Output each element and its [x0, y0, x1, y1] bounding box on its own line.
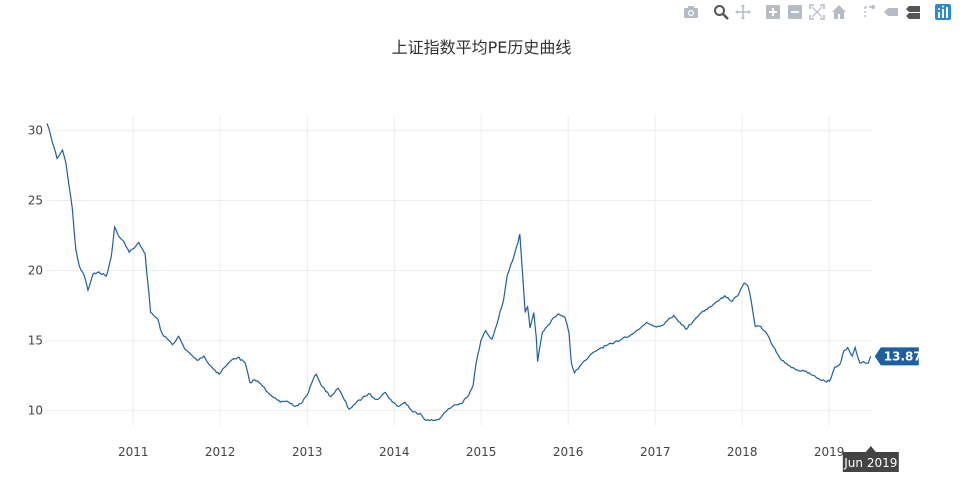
x-tick-label: 2012	[205, 445, 236, 459]
y-tick-label: 15	[28, 334, 43, 348]
x-tick-label: 2018	[727, 445, 758, 459]
y-tick-label: 20	[28, 264, 43, 278]
x-tick-label: 2015	[466, 445, 497, 459]
reset-axes-icon[interactable]	[829, 2, 849, 22]
pe-series-line[interactable]	[46, 123, 872, 422]
hover-x-label: Jun 2019	[842, 446, 899, 472]
x-tick-label: 2014	[379, 445, 410, 459]
grid-lines	[47, 115, 872, 426]
x-tick-label: 2011	[118, 445, 149, 459]
zoom-in-icon[interactable]	[763, 2, 783, 22]
modebar-group-hover	[859, 2, 923, 22]
plotly-logo-icon[interactable]	[933, 2, 953, 22]
zoom-out-icon[interactable]	[785, 2, 805, 22]
x-axis: 2011 2012 2013 2014 2015 2016 2017 2018 2019	[118, 445, 844, 459]
x-tick-label: 2019	[814, 445, 845, 459]
modebar-group-zoom	[763, 2, 849, 22]
camera-icon[interactable]	[681, 2, 701, 22]
y-tick-label: 25	[28, 193, 43, 207]
y-axis: 10 15 20 25 30	[28, 123, 43, 417]
chart-title: 上证指数平均PE历史曲线	[391, 38, 572, 57]
hover-value-text: 13.87	[884, 349, 922, 363]
modebar-group-export	[681, 2, 701, 22]
x-tick-label: 2016	[553, 445, 584, 459]
modebar-group-logo	[933, 2, 953, 22]
x-tick-label: 2013	[292, 445, 323, 459]
modebar	[675, 2, 953, 22]
y-tick-label: 30	[28, 123, 43, 137]
y-tick-label: 10	[28, 404, 43, 418]
modebar-group-drag	[711, 2, 753, 22]
hover-value-label: 13.87	[874, 347, 922, 366]
spike-lines-icon[interactable]	[859, 2, 879, 22]
hover-x-text: Jun 2019	[843, 456, 897, 470]
x-tick-label: 2017	[640, 445, 671, 459]
zoom-icon[interactable]	[711, 2, 731, 22]
pan-icon[interactable]	[733, 2, 753, 22]
hover-compare-icon[interactable]	[903, 2, 923, 22]
hover-closest-icon[interactable]	[881, 2, 901, 22]
autoscale-icon[interactable]	[807, 2, 827, 22]
